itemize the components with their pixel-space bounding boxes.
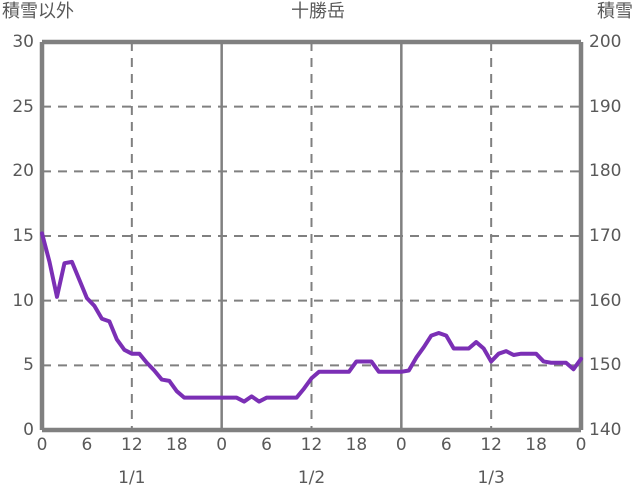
gridlines-group	[42, 42, 581, 430]
x-axis-tick-label: 0	[395, 435, 407, 455]
right-axis-tick-label: 170	[589, 226, 622, 246]
x-axis-tick-label: 6	[261, 435, 272, 455]
left-axis-tick-label: 30	[12, 32, 34, 52]
right-axis-tick-label: 200	[589, 32, 622, 52]
chart-title: 十勝岳	[291, 1, 345, 22]
left-axis-tick-label: 10	[12, 290, 34, 311]
left-axis-tick-label: 25	[12, 96, 34, 117]
x-axis-tick-label: 18	[525, 435, 547, 455]
left-axis-tick-label: 0	[23, 420, 34, 440]
x-axis-tick-label: 6	[440, 435, 452, 455]
x-axis-day-label: 1/2	[297, 468, 326, 488]
x-axis-tick-label: 0	[216, 435, 228, 455]
x-axis-tick-label: 12	[121, 435, 143, 455]
x-axis-day-label: 1/1	[118, 468, 146, 488]
left-axis-title: 積雪以外	[2, 1, 74, 22]
left-axis-tick-label: 20	[12, 161, 34, 182]
right-axis-tick-label: 140	[589, 420, 622, 440]
x-axis-tick-label: 0	[36, 435, 48, 455]
left-axis-tick-label: 5	[23, 355, 34, 376]
x-axis-day-label: 1/3	[477, 468, 505, 488]
right-axis-tick-label: 190	[589, 96, 622, 117]
left-axis-tick-label: 15	[12, 226, 34, 246]
x-axis-tick-label: 18	[165, 435, 188, 455]
right-axis-tick-label: 150	[589, 355, 622, 376]
x-axis-tick-label: 0	[575, 435, 587, 455]
x-axis-tick-label: 6	[81, 435, 93, 455]
x-axis-tick-label: 12	[480, 435, 502, 455]
axis-frame	[39, 39, 584, 433]
right-axis-tick-label: 160	[589, 290, 622, 311]
x-axis-tick-label: 18	[345, 435, 368, 455]
right-axis-title: 積雪	[597, 1, 633, 22]
right-axis-tick-label: 180	[589, 161, 622, 182]
data-series-line	[40, 231, 583, 404]
x-axis-tick-label: 12	[300, 435, 323, 455]
